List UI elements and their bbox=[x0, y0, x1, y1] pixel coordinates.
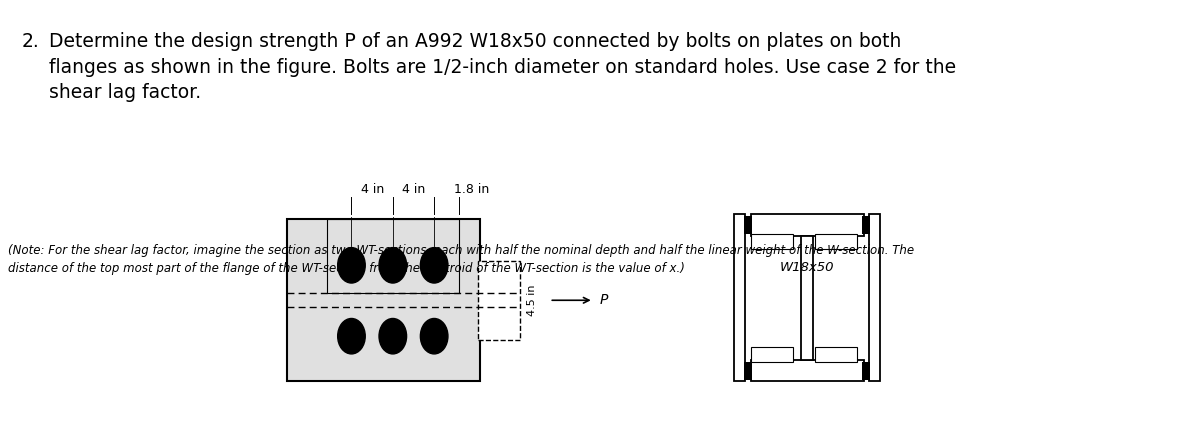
Bar bbox=[326, 219, 458, 293]
Ellipse shape bbox=[337, 318, 365, 354]
Text: 4.5 in: 4.5 in bbox=[527, 285, 536, 316]
Bar bbox=[863, 362, 870, 380]
Ellipse shape bbox=[337, 248, 365, 283]
Text: P: P bbox=[600, 293, 608, 307]
Bar bbox=[744, 362, 752, 380]
Bar bbox=[815, 234, 858, 249]
Ellipse shape bbox=[420, 248, 448, 283]
Bar bbox=[802, 236, 814, 360]
Bar bbox=[479, 261, 520, 340]
Bar bbox=[869, 214, 880, 381]
Ellipse shape bbox=[379, 318, 407, 354]
Text: 4 in: 4 in bbox=[360, 183, 384, 196]
Text: 4 in: 4 in bbox=[402, 183, 425, 196]
Ellipse shape bbox=[379, 248, 407, 283]
Bar bbox=[751, 214, 864, 236]
Bar bbox=[751, 347, 793, 362]
Bar bbox=[863, 216, 870, 234]
Bar bbox=[734, 214, 745, 381]
Text: (Note: For the shear lag factor, imagine the section as two WT-sections, each wi: (Note: For the shear lag factor, imagine… bbox=[8, 244, 914, 275]
Text: 1.8 in: 1.8 in bbox=[454, 183, 490, 196]
Text: Determine the design strength P of an A992 W18x50 connected by bolts on plates o: Determine the design strength P of an A9… bbox=[49, 32, 956, 103]
Text: W18x50: W18x50 bbox=[780, 261, 834, 274]
Bar bbox=[751, 360, 864, 381]
Bar bbox=[744, 216, 752, 234]
Bar bbox=[751, 234, 793, 249]
Ellipse shape bbox=[420, 318, 448, 354]
Bar bbox=[815, 347, 858, 362]
Bar bbox=[288, 219, 480, 381]
Text: 2.: 2. bbox=[22, 32, 40, 51]
